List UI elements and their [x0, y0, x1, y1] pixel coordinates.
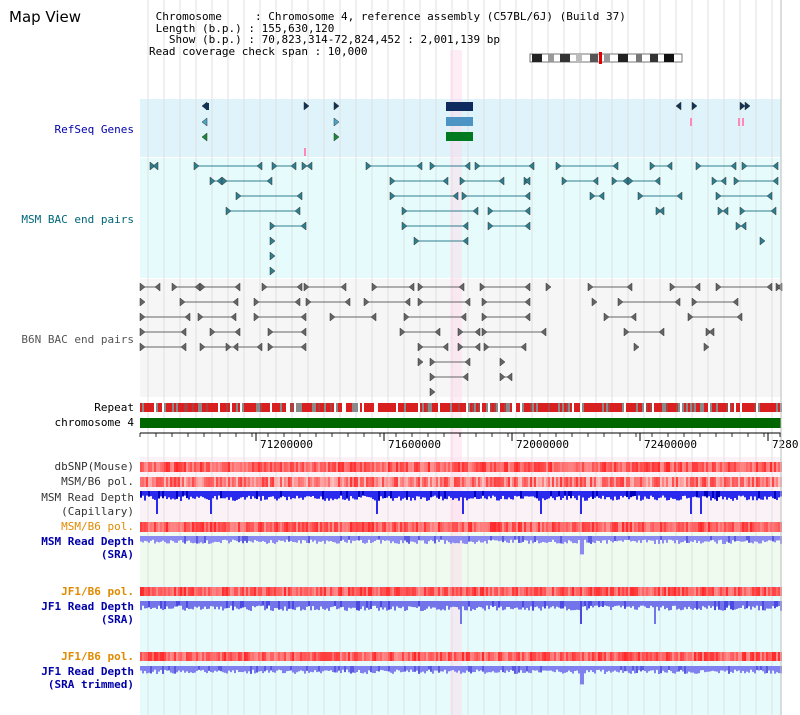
- position-axis: [139, 432, 781, 441]
- chromosome-line: Chromosome : Chromosome 4, reference ass…: [149, 10, 626, 23]
- track-label-refseq[interactable]: RefSeq Genes: [54, 123, 134, 136]
- track-label-msm-read-capillary[interactable]: MSM Read Depth: [41, 491, 134, 504]
- tick-label-71200000: 71200000: [260, 438, 313, 451]
- tick-label-7280: 7280: [772, 438, 799, 451]
- track-label-jf1-read-trimmed-sub: (SRA trimmed): [47, 678, 134, 691]
- track-label-msm-read-sra-sub: (SRA): [100, 548, 134, 561]
- tick-label-72000000: 72000000: [516, 438, 569, 451]
- chromosome-info: Chromosome : Chromosome 4, reference ass…: [149, 11, 626, 57]
- polymorphism-heat-strips: [140, 462, 782, 661]
- track-label-jf1-read-trimmed[interactable]: JF1 Read Depth: [41, 665, 134, 678]
- track-label-jf1-read-sra-sub: (SRA): [100, 613, 134, 626]
- track-label-jf1-read-sra[interactable]: JF1 Read Depth: [41, 600, 134, 613]
- chromosome-bar: [140, 418, 781, 428]
- track-label-msm-bac[interactable]: MSM BAC end pairs: [21, 213, 134, 226]
- b6n-bac-pairs-glyphs[interactable]: [139, 282, 783, 412]
- track-label-repeat: Repeat: [94, 401, 134, 414]
- length-line: Length (b.p.) : 155,630,120: [149, 21, 335, 35]
- track-label-jf1-b6-pol[interactable]: JF1/B6 pol.: [61, 585, 134, 598]
- repeat-track-bar: [140, 403, 782, 412]
- track-label-jf1-b6-pol-2[interactable]: JF1/B6 pol.: [61, 650, 134, 663]
- tick-label-71600000: 71600000: [388, 438, 441, 451]
- highlight-region: [450, 50, 462, 715]
- read-depth-bars: [140, 491, 782, 685]
- track-label-msm-b6-pol[interactable]: MSM/B6 pol.: [61, 475, 134, 488]
- track-label-msm-read-sra[interactable]: MSM Read Depth: [41, 535, 134, 548]
- track-label-msm-read-capillary-sub: (Capillary): [61, 505, 134, 518]
- track-label-b6n-bac[interactable]: B6N BAC end pairs: [21, 333, 134, 346]
- show-range-line: Show (b.p.) : 70,823,314-72,824,452 : 2,…: [149, 33, 500, 46]
- page-title: Map View: [9, 8, 82, 26]
- track-label-dbsnp[interactable]: dbSNP(Mouse): [54, 460, 134, 473]
- track-label-chromosome: chromosome 4: [54, 416, 134, 429]
- axis-tick-labels: 71200000 71600000 72000000 72400000 7280: [260, 438, 799, 451]
- refseq-genes-glyphs[interactable]: [201, 101, 751, 156]
- tick-label-72400000: 72400000: [644, 438, 697, 451]
- coverage-span-line: Read coverage check span : 10,000: [149, 44, 368, 58]
- chromosome-ideogram[interactable]: [529, 52, 683, 64]
- track-label-msm-b6-pol-2[interactable]: MSM/B6 pol.: [61, 520, 134, 533]
- msm-bac-pairs-glyphs[interactable]: [149, 161, 779, 276]
